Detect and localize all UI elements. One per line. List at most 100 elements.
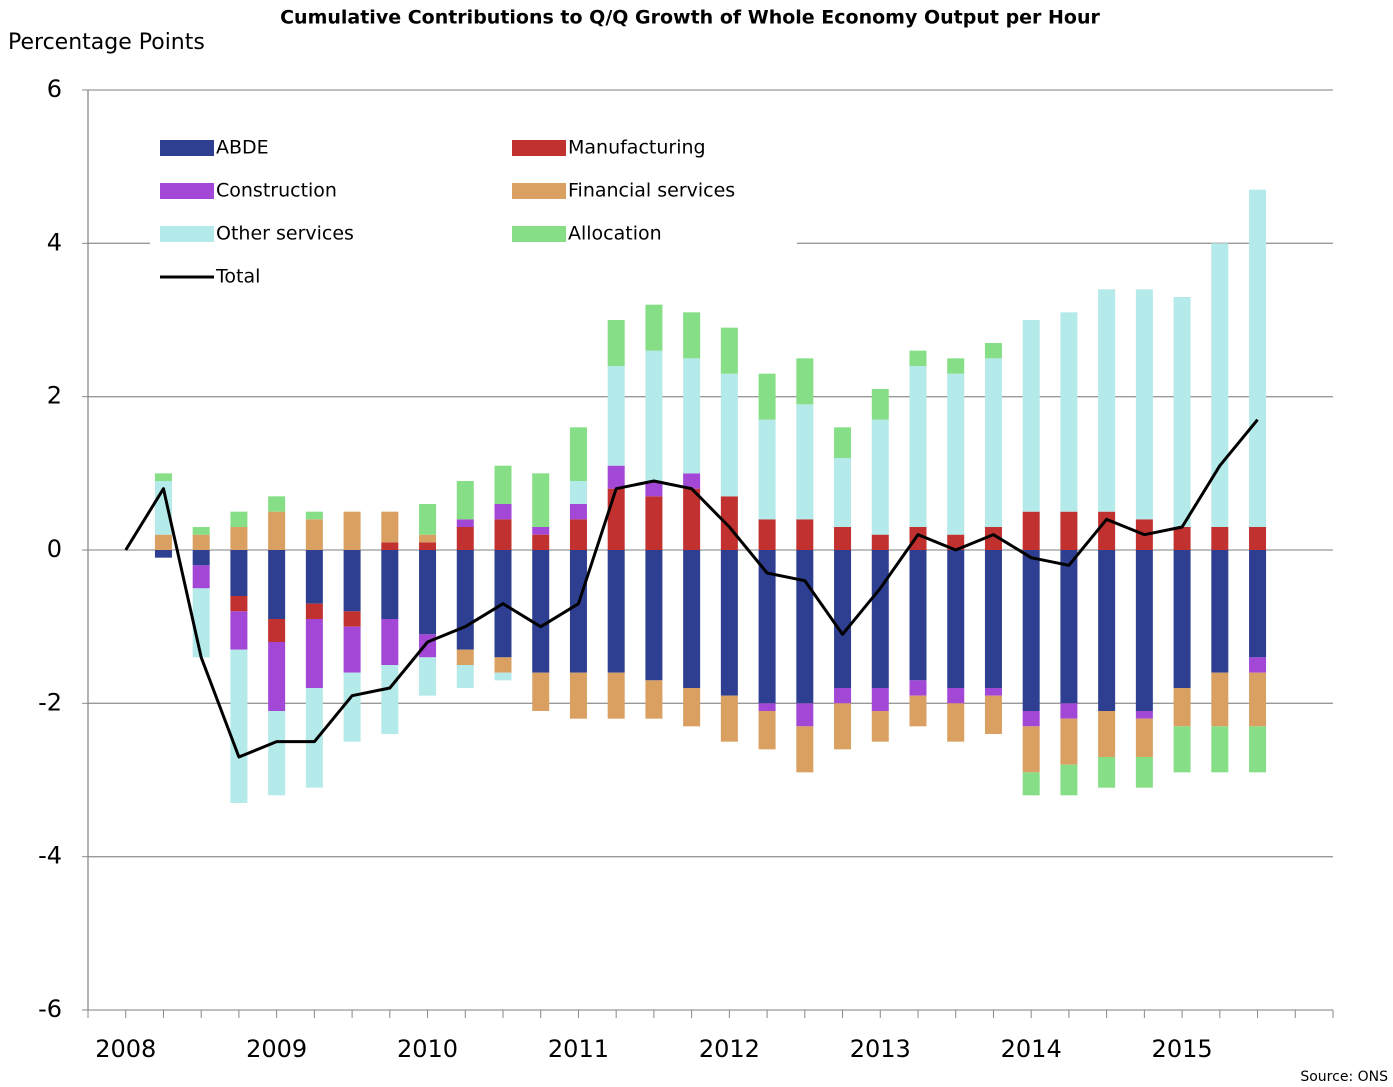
bar-segment: [1135, 289, 1153, 520]
bar-segment: [683, 488, 701, 550]
bar-segment: [419, 550, 437, 635]
bar-segment: [645, 680, 663, 719]
bar-segment: [1135, 550, 1153, 711]
x-tick-label: 2011: [548, 1035, 609, 1063]
bar-segment: [1060, 312, 1078, 512]
bar-segment: [419, 657, 437, 696]
bar-segment: [268, 550, 286, 619]
bar-segment: [758, 419, 776, 520]
bar-segment: [834, 458, 852, 527]
bar-segment: [343, 672, 361, 742]
bar-segment: [984, 343, 1002, 359]
bar-segment: [230, 511, 248, 527]
bar-segment: [645, 350, 663, 481]
bar-segment: [343, 626, 361, 673]
x-tick-label: 2010: [397, 1035, 458, 1063]
bar-segment: [1135, 718, 1153, 757]
bar-segment: [456, 527, 474, 550]
bar-segment: [268, 642, 286, 711]
bar-segment: [569, 519, 587, 550]
bar-segment: [1249, 657, 1267, 673]
bar-segment: [758, 711, 776, 750]
legend-swatch: [160, 183, 214, 199]
legend-label: Manufacturing: [568, 137, 706, 159]
bar-segment: [1249, 726, 1267, 773]
bar-segment: [947, 534, 965, 550]
legend-swatch: [512, 226, 566, 242]
bar-segment: [1211, 726, 1229, 773]
bar-segment: [305, 688, 323, 788]
bar-segment: [305, 550, 323, 604]
bar-segment: [947, 358, 965, 374]
bar-segment: [607, 488, 625, 550]
bar-segment: [909, 550, 927, 681]
bar-segment: [607, 465, 625, 489]
bar-segment: [1098, 757, 1116, 788]
legend-label: Allocation: [568, 223, 662, 245]
bar-segment: [984, 527, 1002, 550]
y-tick-label: 2: [47, 382, 62, 410]
bar-segment: [834, 550, 852, 688]
bar-segment: [1060, 764, 1078, 796]
bar-segment: [1060, 718, 1078, 765]
x-tick-label: 2013: [850, 1035, 911, 1063]
bar-segment: [230, 550, 248, 596]
bar-segment: [1211, 550, 1229, 673]
bar-segment: [1249, 527, 1267, 550]
legend-swatch: [512, 183, 566, 199]
bar-segment: [192, 588, 210, 658]
bar-segment: [456, 550, 474, 650]
bar-segment: [834, 527, 852, 550]
bar-segment: [645, 481, 663, 497]
bar-segment: [607, 672, 625, 719]
bar-segment: [607, 366, 625, 466]
bar-segment: [871, 389, 889, 420]
bar-segment: [494, 465, 512, 504]
bar-segment: [456, 665, 474, 688]
bar-segment: [1022, 726, 1040, 773]
bar-segment: [192, 534, 210, 550]
bar-segment: [419, 634, 437, 658]
bar-segment: [683, 688, 701, 727]
bar-segment: [419, 504, 437, 535]
bar-segment: [1098, 711, 1116, 757]
bar-segment: [796, 703, 814, 727]
bar-segment: [456, 519, 474, 527]
bar-segment: [834, 688, 852, 704]
y-tick-label: 0: [47, 535, 62, 563]
bar-segment: [947, 703, 965, 742]
bar-segment: [494, 504, 512, 520]
bar-segment: [683, 358, 701, 474]
bar-segment: [268, 711, 286, 796]
bar-segment: [1211, 527, 1229, 550]
bar-segment: [456, 481, 474, 520]
bar-segment: [947, 688, 965, 704]
bar-segment: [984, 695, 1002, 734]
bar-segment: [871, 419, 889, 535]
bar-segment: [381, 550, 399, 619]
bar-segment: [1060, 550, 1078, 704]
bar-segment: [494, 519, 512, 550]
bar-segment: [607, 550, 625, 673]
legend-box: [150, 120, 797, 295]
bar-segment: [758, 550, 776, 704]
bar-segment: [456, 649, 474, 665]
bar-segment: [720, 373, 738, 497]
bar-segment: [1249, 672, 1267, 727]
bar-segment: [607, 320, 625, 366]
bar-segment: [834, 703, 852, 750]
y-tick-label: -2: [38, 688, 62, 716]
bar-segment: [381, 619, 399, 665]
bar-segment: [1022, 711, 1040, 727]
bar-segment: [1135, 711, 1153, 719]
bar-segment: [381, 511, 399, 543]
legend-swatch: [160, 140, 214, 156]
y-tick-label: -6: [38, 995, 62, 1023]
bar-segment: [381, 665, 399, 734]
bar-segment: [796, 358, 814, 405]
chart-title: Cumulative Contributions to Q/Q Growth o…: [280, 7, 1100, 29]
bar-segment: [909, 695, 927, 727]
bar-segment: [796, 550, 814, 704]
x-tick-label: 2008: [95, 1035, 156, 1063]
